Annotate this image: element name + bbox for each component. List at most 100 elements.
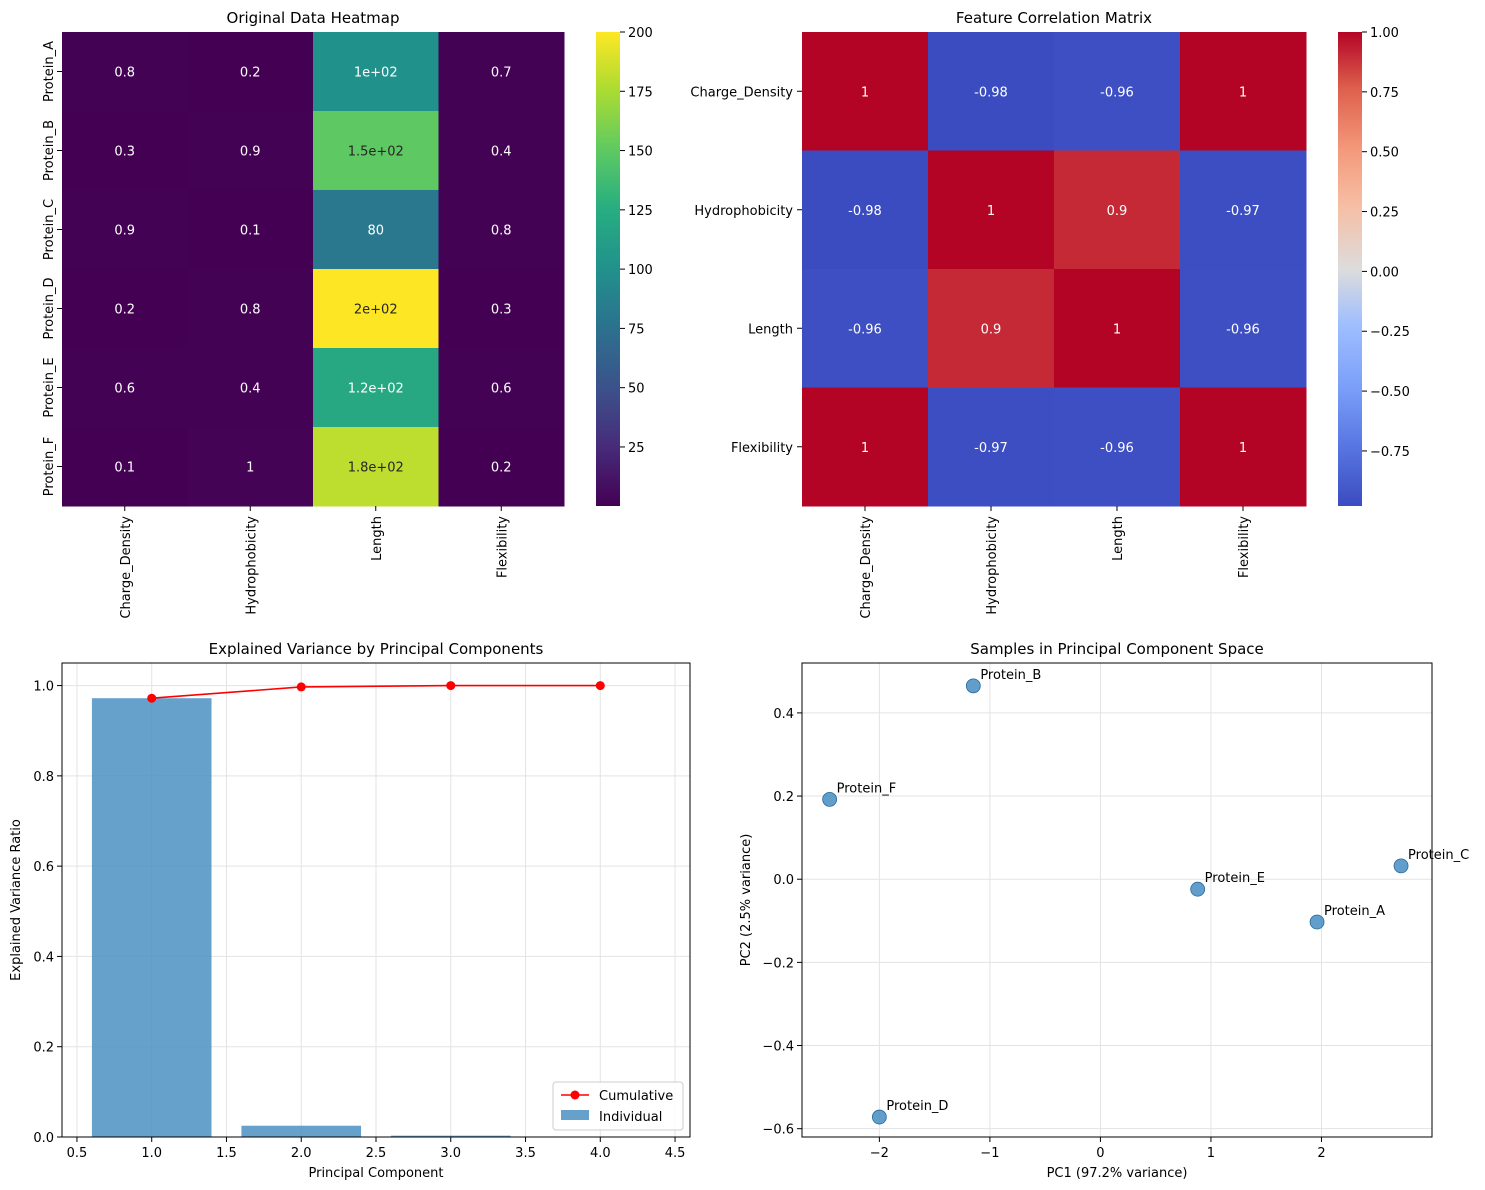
colorbar-tick-label: 25 <box>628 441 645 456</box>
variance-bar <box>91 698 212 1137</box>
colorbar-tick-label: 1.00 <box>1370 26 1399 41</box>
x-tick-label: 2.0 <box>291 1146 312 1161</box>
cell-annotation: 1 <box>1239 85 1247 100</box>
cell-annotation: 80 <box>367 224 384 239</box>
x-tick-label: 1.5 <box>216 1146 237 1161</box>
heatmap-cell <box>313 32 439 112</box>
row-label: Flexibility <box>731 441 793 456</box>
cell-annotation: 1 <box>861 441 869 456</box>
x-tick-label: 3.5 <box>515 1146 536 1161</box>
heatmap-cell <box>187 190 314 270</box>
colorbar-tick-label: −0.75 <box>1370 445 1410 460</box>
heatmap-cell <box>1180 150 1307 270</box>
scatter-point <box>965 678 981 694</box>
x-tick-label: 4.5 <box>665 1146 686 1161</box>
point-label: Protein_B <box>980 668 1041 683</box>
heatmap-cell <box>62 190 188 270</box>
x-tick-label: 1 <box>1207 1146 1215 1161</box>
scatter-point <box>1190 881 1206 897</box>
y-tick-label: 0.4 <box>33 950 54 965</box>
cell-annotation: -0.97 <box>1226 204 1260 219</box>
explained-variance-chart: Explained Variance by Principal Componen… <box>9 640 691 1181</box>
colorbar-tick-label: 125 <box>628 204 653 219</box>
chart-title: Samples in Principal Component Space <box>970 640 1264 658</box>
cell-annotation: 0.4 <box>240 382 261 397</box>
variance-bar <box>390 1135 511 1137</box>
heatmap-cell <box>62 269 188 349</box>
cell-annotation: 1.5e+02 <box>348 145 404 160</box>
colorbar-tick-label: 175 <box>628 85 653 100</box>
column-label: Flexibility <box>1237 516 1252 578</box>
colorbar-tick-label: 150 <box>628 145 653 160</box>
cell-annotation: -0.96 <box>848 322 882 337</box>
feature-correlation-heatmap: Feature Correlation Matrix 1 -0.98 -0.96 1 -0… <box>690 9 1409 619</box>
colorbar-tick-label: −0.25 <box>1370 325 1410 340</box>
point-label: Protein_F <box>837 781 897 796</box>
cell-annotation: 1 <box>1113 322 1121 337</box>
cell-annotation: 0.3 <box>114 145 135 160</box>
y-tick-label: −0.6 <box>762 1123 794 1138</box>
cell-annotation: 0.2 <box>491 461 512 476</box>
colorbar-tick-label: −0.50 <box>1370 385 1410 400</box>
heatmap-cell <box>802 150 929 270</box>
heatmap-cell <box>187 32 314 112</box>
x-tick-label: −2 <box>870 1146 889 1161</box>
y-axis-label: PC2 (2.5% variance) <box>739 834 754 967</box>
x-tick-label: 4.0 <box>590 1146 611 1161</box>
heatmap-cell <box>313 269 439 349</box>
heatmap-cell <box>438 32 565 112</box>
column-label: Charge_Density <box>119 516 134 619</box>
cell-annotation: 0.6 <box>491 382 512 397</box>
x-tick-label: 2.5 <box>366 1146 387 1161</box>
heatmap-cell <box>928 150 1055 270</box>
heatmap-cell <box>62 32 188 112</box>
colorbar-tick-label: 0.00 <box>1370 265 1399 280</box>
variance-bar <box>241 1125 362 1137</box>
heatmap-cell <box>1054 32 1181 151</box>
heatmap-cell <box>187 348 314 428</box>
heatmap-cell <box>313 190 439 270</box>
cell-annotation: 0.1 <box>240 224 261 239</box>
cumulative-point <box>595 681 605 691</box>
legend-bar-swatch <box>561 1110 589 1120</box>
heatmap-cell <box>438 269 565 349</box>
x-tick-label: 0 <box>1096 1146 1104 1161</box>
row-label: Charge_Density <box>690 85 793 100</box>
y-tick-label: 0.0 <box>773 873 794 888</box>
row-label: Protein_B <box>42 120 57 181</box>
y-tick-label: 0.2 <box>773 790 794 805</box>
heatmap-cell <box>802 269 929 388</box>
colorbar-tick-label: 75 <box>628 322 645 337</box>
cell-annotation: 0.9 <box>981 322 1002 337</box>
cell-annotation: 0.7 <box>491 66 512 81</box>
heatmap-cell <box>1180 32 1307 151</box>
cumulative-point <box>147 693 157 703</box>
y-tick-label: 0.0 <box>33 1131 54 1146</box>
row-label: Protein_F <box>42 437 57 497</box>
y-tick-label: 0.2 <box>33 1041 54 1056</box>
cell-annotation: -0.96 <box>1226 322 1260 337</box>
pc-scatter-chart: Samples in Principal Component Space −2 −1… <box>739 640 1469 1181</box>
cell-annotation: -0.96 <box>1100 85 1134 100</box>
scatter-point <box>1309 914 1325 930</box>
cell-annotation: 1 <box>1239 441 1247 456</box>
cell-annotation: -0.98 <box>974 85 1008 100</box>
column-label: Length <box>370 516 385 561</box>
heatmap-cell <box>438 190 565 270</box>
legend-label: Individual <box>599 1110 662 1125</box>
cell-annotation: 1e+02 <box>354 66 398 81</box>
cumulative-point <box>446 681 456 691</box>
axes-frame <box>61 662 691 1138</box>
cell-annotation: 0.9 <box>240 145 261 160</box>
heatmap-cell <box>62 348 188 428</box>
chart-title: Original Data Heatmap <box>227 9 400 27</box>
cell-annotation: 0.3 <box>491 303 512 318</box>
heatmap-cell <box>313 111 439 191</box>
heatmap-cell <box>1180 387 1307 507</box>
colorbar-tick-label: 0.25 <box>1370 206 1399 221</box>
cumulative-line <box>151 684 601 700</box>
scatter-point <box>822 791 838 807</box>
colorbar <box>1338 32 1362 506</box>
cell-annotation: -0.98 <box>848 204 882 219</box>
